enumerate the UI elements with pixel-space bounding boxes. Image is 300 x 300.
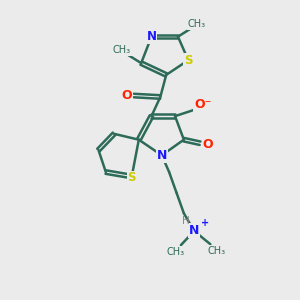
Text: CH₃: CH₃ [188, 19, 206, 29]
Text: N: N [157, 149, 167, 162]
Text: O: O [121, 89, 132, 102]
Text: S: S [128, 172, 136, 184]
Text: CH₃: CH₃ [207, 246, 225, 256]
Text: O⁻: O⁻ [194, 98, 212, 111]
Text: N: N [146, 30, 157, 43]
Text: CH₃: CH₃ [167, 247, 185, 257]
Text: O: O [203, 138, 213, 151]
Text: CH₃: CH₃ [113, 46, 131, 56]
Text: +: + [201, 218, 209, 228]
Text: N: N [189, 224, 200, 238]
Text: H: H [182, 216, 190, 226]
Text: S: S [184, 54, 193, 67]
